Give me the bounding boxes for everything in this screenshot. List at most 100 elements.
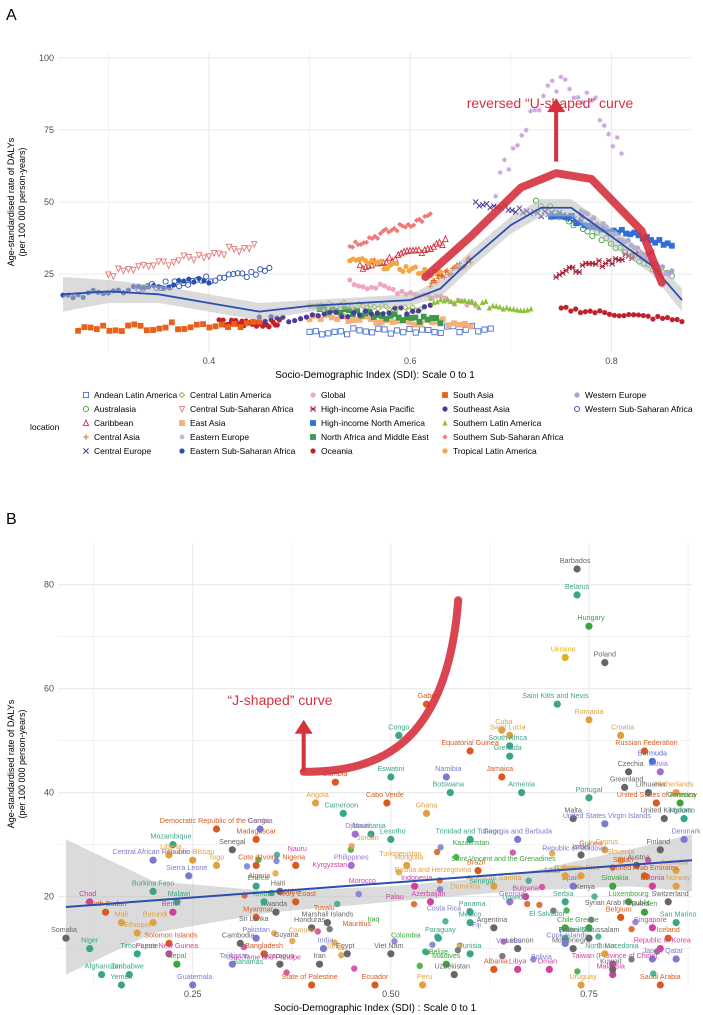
- data-point: [640, 872, 649, 880]
- point-label: Bolivia: [531, 954, 552, 961]
- data-point: [437, 329, 444, 337]
- data-point: [421, 948, 429, 955]
- data-point: [315, 960, 324, 968]
- data-point: [429, 941, 436, 948]
- point-label: Austria: [627, 852, 649, 861]
- data-point: [490, 302, 496, 309]
- data-point: [364, 286, 370, 292]
- data-point: [308, 981, 316, 989]
- legend-label: Eastern Sub-Saharan Africa: [190, 446, 296, 456]
- legend-label: Central Latin America: [190, 390, 272, 400]
- data-point: [212, 323, 219, 330]
- data-point: [514, 945, 522, 953]
- data-point: [656, 237, 663, 243]
- data-point: [486, 304, 492, 311]
- point-label: Bahrain: [555, 863, 580, 872]
- data-point: [176, 283, 183, 290]
- data-point: [194, 276, 201, 283]
- data-point: [454, 947, 462, 954]
- legend-label: Western Sub-Saharan Africa: [585, 404, 693, 414]
- point-label: Slovenia: [607, 847, 635, 856]
- point-label: Thailand: [566, 927, 593, 934]
- legend-label: Southeast Asia: [453, 404, 510, 414]
- data-point: [270, 930, 278, 937]
- data-point: [418, 326, 426, 333]
- point-label: State of Palestine: [281, 972, 337, 981]
- data-point: [602, 309, 608, 316]
- data-point: [434, 298, 440, 305]
- data-point: [112, 327, 119, 334]
- legend-key: [442, 419, 448, 426]
- point-label: Kazakhstan: [453, 840, 490, 847]
- data-point: [561, 939, 569, 948]
- data-point: [610, 143, 616, 149]
- data-point: [559, 270, 566, 276]
- point-label: Grenada: [494, 743, 522, 752]
- data-point: [81, 324, 88, 331]
- point-label: Portugal: [576, 785, 603, 794]
- point-label: Niue: [560, 925, 575, 934]
- data-point: [585, 934, 593, 942]
- data-point: [106, 327, 113, 334]
- data-point: [611, 312, 617, 318]
- point-label: Japan: [643, 946, 663, 955]
- data-point: [390, 286, 396, 293]
- y-tick-label: 20: [44, 892, 54, 902]
- data-point: [422, 809, 431, 818]
- data-point: [628, 925, 635, 933]
- legend-label: Western Europe: [585, 390, 647, 400]
- data-point: [266, 324, 272, 330]
- point-label: United Arab Emirates: [610, 863, 678, 872]
- data-point: [162, 278, 169, 285]
- point-label: Guatemala: [177, 972, 212, 981]
- point-label: Montenegro: [552, 936, 590, 945]
- data-point: [609, 971, 617, 979]
- data-point: [391, 311, 398, 318]
- point-label: Malta: [564, 806, 582, 815]
- data-point: [323, 919, 332, 927]
- point-label: Colombia: [391, 933, 421, 940]
- y-tick-label: 40: [44, 788, 54, 798]
- point-label: Ghana: [416, 800, 438, 809]
- data-point: [618, 151, 625, 157]
- data-point: [207, 278, 214, 285]
- data-point: [466, 747, 474, 755]
- point-label: Morocco: [349, 878, 376, 885]
- confidence-band: [65, 834, 693, 975]
- point-label: Chile: [557, 915, 573, 924]
- point-label: Vanuatu: [496, 938, 522, 945]
- data-point: [674, 316, 680, 323]
- data-point: [523, 900, 531, 908]
- data-point: [585, 716, 593, 724]
- data-point: [425, 326, 432, 334]
- data-point: [311, 799, 320, 807]
- data-point: [160, 258, 167, 266]
- data-point: [614, 134, 620, 141]
- data-point: [243, 274, 250, 281]
- data-point: [605, 131, 612, 137]
- data-point: [105, 271, 112, 279]
- data-point: [165, 262, 172, 270]
- data-point: [386, 310, 392, 316]
- data-point: [410, 308, 416, 314]
- data-point: [631, 312, 637, 318]
- data-point: [125, 971, 133, 979]
- legend-label: Andean Latin America: [94, 390, 177, 400]
- legend-label: Global: [321, 390, 346, 400]
- point-label: Spain: [562, 873, 580, 882]
- data-point: [400, 268, 406, 274]
- data-point: [664, 934, 672, 942]
- data-point: [672, 882, 680, 890]
- u-curve-annotation: reversed “U-shaped” curve: [467, 95, 634, 111]
- point-label: Poland: [594, 650, 616, 659]
- legend-key: [310, 420, 316, 426]
- data-point: [436, 886, 444, 893]
- data-point: [312, 328, 319, 335]
- point-label: Liberia: [160, 842, 182, 851]
- point-label: Brazil: [467, 858, 485, 867]
- data-point: [363, 239, 370, 245]
- data-point: [558, 305, 564, 311]
- data-point: [574, 968, 581, 975]
- point-label: Equatorial Guinea: [441, 738, 499, 747]
- data-point: [236, 939, 244, 948]
